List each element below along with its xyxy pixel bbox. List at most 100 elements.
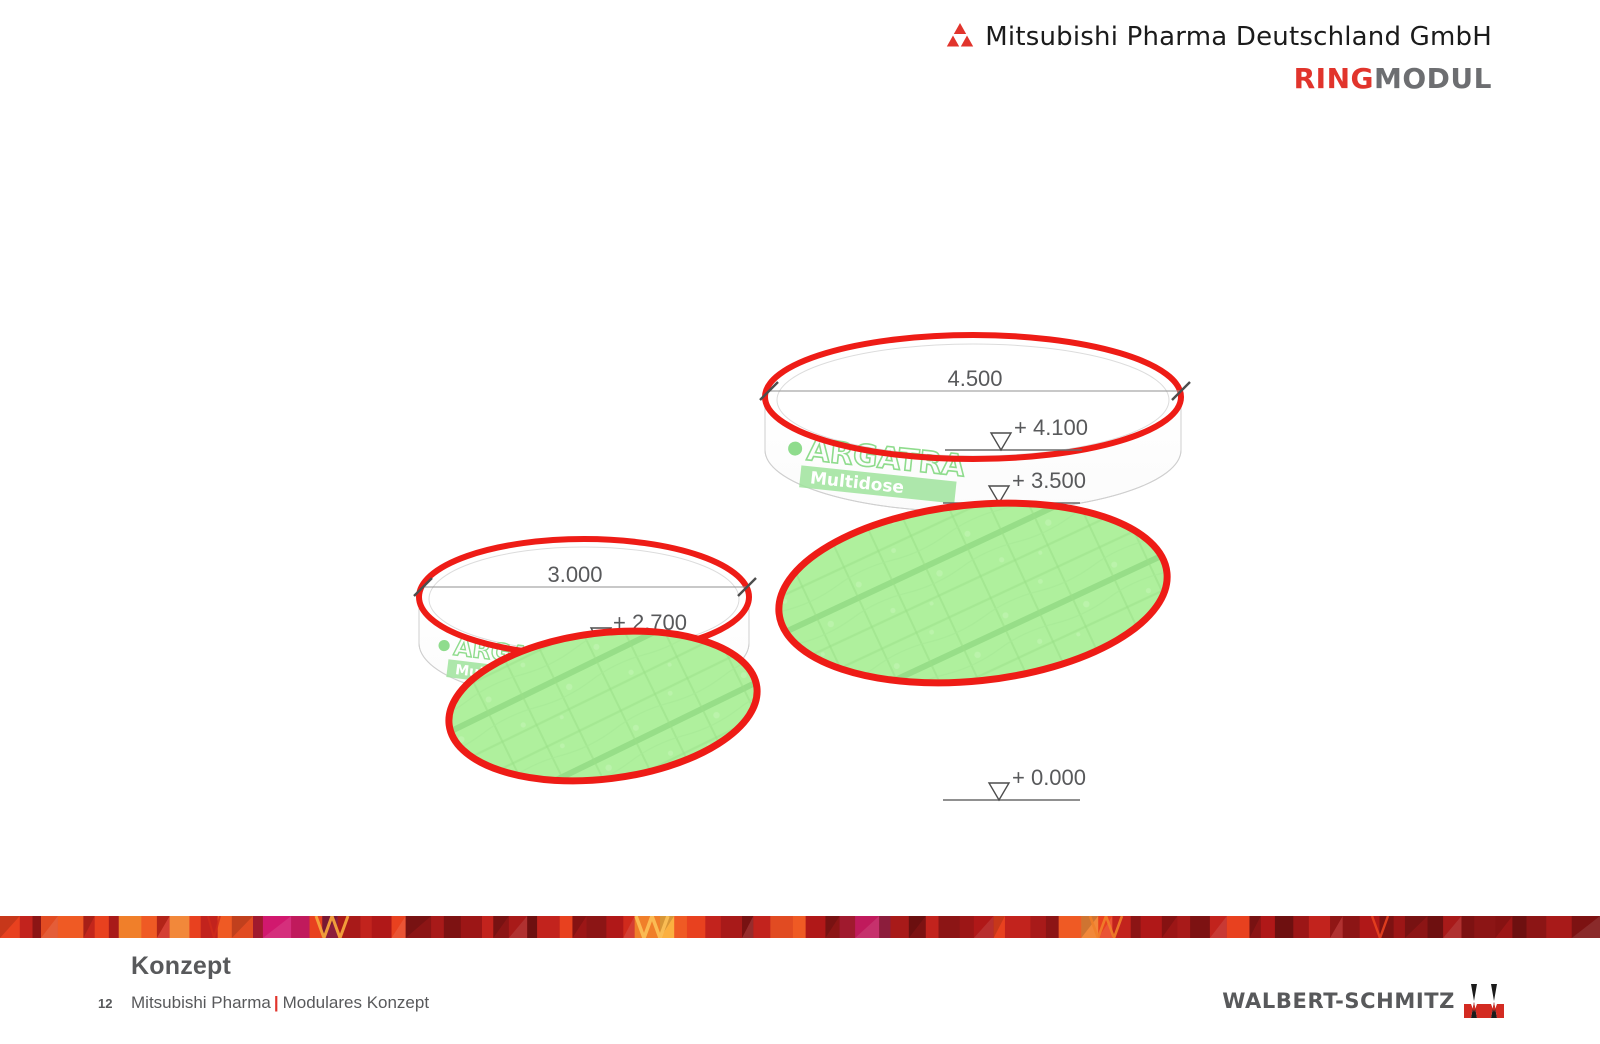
- color-band: [83, 916, 96, 938]
- footer-organization: Mitsubishi Pharma: [131, 993, 271, 1012]
- color-band: [200, 916, 219, 938]
- color-band: [360, 916, 373, 938]
- color-band: [481, 916, 494, 938]
- color-band-facet: [908, 916, 926, 938]
- elevation-value: + 3.500: [1012, 468, 1086, 493]
- slide-footer: Konzept 12 Mitsubishi Pharma | Modulares…: [0, 938, 1600, 1044]
- color-strip-canvas: [0, 916, 1600, 938]
- color-band: [742, 916, 754, 938]
- leaf-surface: [448, 631, 758, 781]
- color-band: [1140, 916, 1163, 938]
- color-band-facet: [1098, 916, 1113, 938]
- color-band: [231, 916, 254, 938]
- module-title: RINGMODUL: [1294, 62, 1492, 95]
- mitsubishi-three-diamond-icon: [947, 23, 974, 47]
- color-band: [993, 916, 1006, 938]
- color-band-facet: [231, 916, 253, 938]
- color-band: [291, 916, 311, 938]
- multidose-banner: [799, 465, 957, 504]
- elevation-value: + 0.000: [1012, 765, 1086, 790]
- color-band: [572, 916, 588, 938]
- color-band: [586, 916, 607, 938]
- color-band: [792, 916, 807, 938]
- green-base-disc-small[interactable]: + 0.000: [440, 615, 765, 880]
- color-band: [40, 916, 59, 938]
- color-band: [405, 916, 432, 938]
- color-band: [1308, 916, 1331, 938]
- color-band-facet: [855, 916, 880, 938]
- elevation-marker-0000-large: + 0.000: [943, 765, 1086, 802]
- color-band: [705, 916, 722, 938]
- diagram-canvas: ARGATRA ® Multidose 4.500 + 4.100 +: [413, 332, 1191, 880]
- elevation-triangle-icon: [987, 782, 1011, 802]
- color-band: [1274, 916, 1294, 938]
- color-band: [460, 916, 483, 938]
- elevation-triangle-icon: [989, 432, 1013, 452]
- color-band: [217, 916, 233, 938]
- color-band: [156, 916, 171, 938]
- color-band: [371, 916, 393, 938]
- green-base-disc-large[interactable]: + 0.000: [770, 485, 1176, 802]
- assembly-diagram: ARGATRA ® Multidose 4.500 + 4.100 +: [0, 120, 1600, 880]
- color-band: [57, 916, 84, 938]
- leaf-surface: [778, 503, 1168, 683]
- color-band: [674, 916, 688, 938]
- dimension-tick-right: [737, 577, 757, 597]
- color-band-facet: [623, 916, 635, 938]
- color-band: [1461, 916, 1475, 938]
- color-band-facet: [156, 916, 170, 938]
- dimension-label-bg: [936, 367, 1016, 389]
- color-band-facet: [742, 916, 754, 938]
- color-band: [443, 916, 462, 938]
- color-band-facet: [825, 916, 840, 938]
- color-band-facet: [40, 916, 58, 938]
- color-band-facet: [156, 916, 170, 938]
- footer-separator: |: [273, 993, 279, 1012]
- color-band: [94, 916, 110, 938]
- color-band-facet: [0, 916, 20, 938]
- footer-meta: 12 Mitsubishi Pharma | Modulares Konzept: [98, 993, 429, 1013]
- color-band: [1161, 916, 1178, 938]
- color-band-facet: [1330, 916, 1343, 938]
- color-band: [108, 916, 120, 938]
- color-band: [973, 916, 995, 938]
- color-band: [1474, 916, 1496, 938]
- color-band-facet: [493, 916, 509, 938]
- color-band: [1190, 916, 1211, 938]
- color-band-facet: [83, 916, 95, 938]
- color-strip-zigzags: [207, 916, 1390, 938]
- color-band: [262, 916, 292, 938]
- color-band: [1526, 916, 1547, 938]
- ring-module-large[interactable]: ARGATRA ® Multidose 4.500 + 4.100 +: [759, 332, 1191, 513]
- module-title-modul: MODUL: [1374, 62, 1492, 95]
- color-band: [805, 916, 827, 938]
- dimension-value: 4.500: [947, 366, 1002, 391]
- color-band: [537, 916, 561, 938]
- color-band: [1427, 916, 1444, 938]
- color-band-facet: [973, 916, 994, 938]
- color-band: [1443, 916, 1463, 938]
- color-band-facet: [1209, 916, 1227, 938]
- disc-outline: [775, 499, 1171, 687]
- color-band: [959, 916, 975, 938]
- color-band: [559, 916, 574, 938]
- color-band: [908, 916, 927, 938]
- color-band: [253, 916, 264, 938]
- argatra-dot-icon: [438, 639, 450, 652]
- color-band-facet: [262, 916, 292, 938]
- walbert-schmitz-checker-icon: [1464, 984, 1504, 1018]
- dimension-value: 3.000: [547, 562, 602, 587]
- color-band-facet: [1443, 916, 1462, 938]
- color-band: [1393, 916, 1406, 938]
- color-band: [839, 916, 856, 938]
- color-band-facet: [1404, 916, 1428, 938]
- color-band-facet: [1081, 916, 1099, 938]
- color-band-facet: [405, 916, 432, 938]
- elevation-marker-4100: + 4.100: [945, 415, 1088, 452]
- color-band: [825, 916, 841, 938]
- argatra-dot-icon: [788, 441, 803, 456]
- color-band: [938, 916, 961, 938]
- elevation-value: + 4.100: [1014, 415, 1088, 440]
- color-band: [141, 916, 158, 938]
- color-band: [770, 916, 794, 938]
